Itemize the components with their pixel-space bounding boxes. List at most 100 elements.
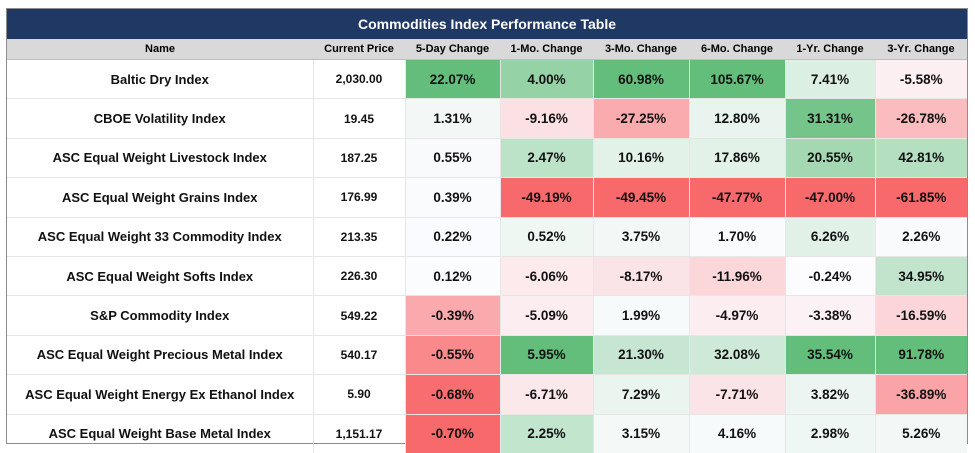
3-mo-change-cell: -49.45% [592,177,689,218]
3-yr-change-cell: -5.58% [874,58,967,99]
column-header-3-yr-change: 3-Yr. Change [875,39,967,60]
table-row: Baltic Dry Index 2,030.00 22.07% 4.00% 60.98… [7,58,967,99]
3-mo-change-cell: 10.16% [592,137,689,178]
column-header-3-mo-change: 3-Mo. Change [593,39,689,60]
5-day-change-cell: -0.70% [404,413,500,453]
6-mo-change-cell: 1.70% [688,216,785,257]
5-day-change-cell: 0.39% [404,177,500,218]
index-name-cell: ASC Equal Weight Livestock Index [7,137,313,178]
1-yr-change-cell: 2.98% [784,413,875,453]
3-yr-change-cell: -61.85% [874,177,967,218]
current-price-cell: 226.30 [312,255,405,296]
1-mo-change-cell: -5.09% [499,295,593,336]
1-yr-change-cell: 35.54% [784,334,875,375]
table-row: ASC Equal Weight Grains Index 176.99 0.39%… [7,177,967,218]
table-row: ASC Equal Weight Precious Metal Index 540… [7,334,967,375]
1-yr-change-cell: -47.00% [784,177,875,218]
3-yr-change-cell: 5.26% [874,413,967,453]
1-yr-change-cell: -3.38% [784,295,875,336]
1-yr-change-cell: 7.41% [784,58,875,99]
3-yr-change-cell: 2.26% [874,216,967,257]
3-mo-change-cell: 21.30% [592,334,689,375]
5-day-change-cell: -0.68% [404,374,500,415]
3-mo-change-cell: 3.15% [592,413,689,453]
current-price-cell: 5.90 [312,374,405,415]
5-day-change-cell: 0.55% [404,137,500,178]
current-price-cell: 1,151.17 [312,413,405,453]
table-body: Baltic Dry Index 2,030.00 22.07% 4.00% 60.98… [7,58,967,453]
1-mo-change-cell: 5.95% [499,334,593,375]
index-name-cell: ASC Equal Weight Softs Index [7,255,313,296]
5-day-change-cell: -0.55% [404,334,500,375]
table-row: ASC Equal Weight Softs Index 226.30 0.12% -… [7,255,967,296]
index-name-cell: S&P Commodity Index [7,295,313,336]
index-name-cell: CBOE Volatility Index [7,98,313,139]
1-yr-change-cell: 3.82% [784,374,875,415]
5-day-change-cell: 0.12% [404,255,500,296]
column-header-1-mo-change: 1-Mo. Change [500,39,593,60]
current-price-cell: 176.99 [312,177,405,218]
1-mo-change-cell: 0.52% [499,216,593,257]
table-title: Commodities Index Performance Table [7,9,967,39]
6-mo-change-cell: -4.97% [688,295,785,336]
6-mo-change-cell: 4.16% [688,413,785,453]
index-name-cell: Baltic Dry Index [7,58,313,99]
current-price-cell: 213.35 [312,216,405,257]
index-name-cell: ASC Equal Weight Precious Metal Index [7,334,313,375]
performance-table-frame: Commodities Index Performance Table Name… [6,8,968,453]
current-price-cell: 549.22 [312,295,405,336]
6-mo-change-cell: -7.71% [688,374,785,415]
5-day-change-cell: 22.07% [404,58,500,99]
5-day-change-cell: 0.22% [404,216,500,257]
1-yr-change-cell: -0.24% [784,255,875,296]
3-yr-change-cell: 42.81% [874,137,967,178]
table-row: ASC Equal Weight Base Metal Index 1,151.1… [7,413,967,453]
6-mo-change-cell: 105.67% [688,58,785,99]
1-mo-change-cell: -49.19% [499,177,593,218]
1-mo-change-cell: 2.25% [499,413,593,453]
3-yr-change-cell: 34.95% [874,255,967,296]
3-mo-change-cell: -27.25% [592,98,689,139]
3-yr-change-cell: 91.78% [874,334,967,375]
1-yr-change-cell: 20.55% [784,137,875,178]
5-day-change-cell: -0.39% [404,295,500,336]
3-mo-change-cell: 60.98% [592,58,689,99]
3-yr-change-cell: -36.89% [874,374,967,415]
index-name-cell: ASC Equal Weight 33 Commodity Index [7,216,313,257]
1-mo-change-cell: -6.06% [499,255,593,296]
column-header-name: Name [7,39,313,60]
table-row: S&P Commodity Index 549.22 -0.39% -5.09% 1.9… [7,295,967,336]
table-row: ASC Equal Weight Livestock Index 187.25 0.… [7,137,967,178]
1-mo-change-cell: -9.16% [499,98,593,139]
6-mo-change-cell: 12.80% [688,98,785,139]
6-mo-change-cell: -47.77% [688,177,785,218]
index-name-cell: ASC Equal Weight Base Metal Index [7,413,313,453]
5-day-change-cell: 1.31% [404,98,500,139]
3-mo-change-cell: 3.75% [592,216,689,257]
6-mo-change-cell: 32.08% [688,334,785,375]
index-name-cell: ASC Equal Weight Grains Index [7,177,313,218]
1-mo-change-cell: 4.00% [499,58,593,99]
current-price-cell: 187.25 [312,137,405,178]
1-yr-change-cell: 31.31% [784,98,875,139]
1-mo-change-cell: 2.47% [499,137,593,178]
3-mo-change-cell: 7.29% [592,374,689,415]
3-mo-change-cell: 1.99% [592,295,689,336]
6-mo-change-cell: 17.86% [688,137,785,178]
1-mo-change-cell: -6.71% [499,374,593,415]
performance-table: Name Current Price 5-Day Change 1-Mo. Ch… [7,39,967,453]
current-price-cell: 2,030.00 [312,58,405,99]
table-row: ASC Equal Weight 33 Commodity Index 213.3… [7,216,967,257]
column-header-5-day-change: 5-Day Change [405,39,500,60]
column-header-6-mo-change: 6-Mo. Change [689,39,785,60]
column-header-1-yr-change: 1-Yr. Change [785,39,875,60]
index-name-cell: ASC Equal Weight Energy Ex Ethanol Index [7,374,313,415]
column-header-current-price: Current Price [313,39,405,60]
6-mo-change-cell: -11.96% [688,255,785,296]
table-row: CBOE Volatility Index 19.45 1.31% -9.16% -27… [7,98,967,139]
3-mo-change-cell: -8.17% [592,255,689,296]
column-header-row: Name Current Price 5-Day Change 1-Mo. Ch… [7,39,967,60]
table-row: ASC Equal Weight Energy Ex Ethanol Index… [7,374,967,415]
1-yr-change-cell: 6.26% [784,216,875,257]
current-price-cell: 540.17 [312,334,405,375]
